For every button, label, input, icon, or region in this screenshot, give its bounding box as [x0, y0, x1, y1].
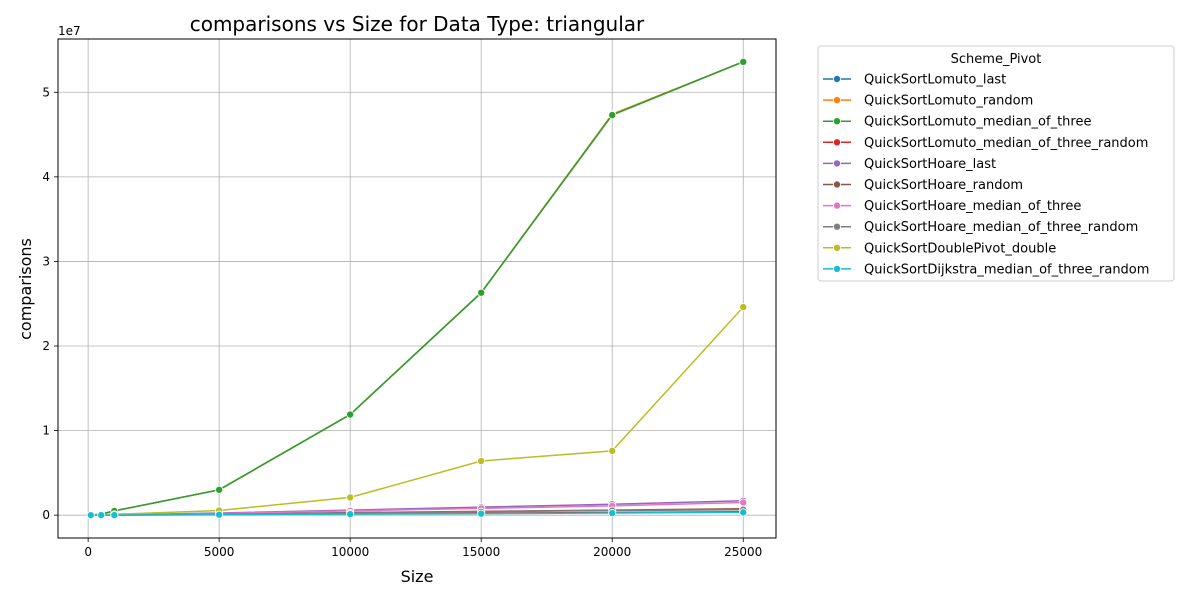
- legend-marker: [833, 222, 842, 231]
- legend-marker: [833, 96, 842, 105]
- data-point: [739, 498, 748, 507]
- legend-label: QuickSortLomuto_random: [864, 94, 1033, 109]
- series-line: [90, 306, 744, 516]
- y-tick-label: 4: [42, 170, 50, 184]
- legend: Scheme_Pivot QuickSortLomuto_lastQuickSo…: [817, 45, 1175, 282]
- legend-label: QuickSortHoare_median_of_three_random: [864, 220, 1138, 235]
- data-point: [477, 509, 486, 518]
- series-layer: [86, 57, 748, 520]
- legend-item: QuickSortDijkstra_median_of_three_random: [823, 262, 1149, 277]
- data-point: [346, 493, 355, 502]
- grid: [58, 39, 776, 538]
- data-point: [86, 511, 95, 520]
- legend-marker: [833, 138, 842, 147]
- legend-item: QuickSortLomuto_random: [823, 94, 1033, 109]
- x-axis-ticks: 0 5000 10000 15000 20000 25000: [84, 538, 762, 559]
- x-tick-label: 5000: [204, 545, 235, 559]
- data-point: [477, 457, 486, 466]
- x-tick-label: 20000: [593, 545, 631, 559]
- legend-label: QuickSortLomuto_last: [864, 73, 1006, 88]
- legend-box: [817, 45, 1175, 282]
- legend-label: QuickSortHoare_last: [864, 157, 996, 172]
- data-point: [110, 511, 119, 520]
- x-tick-label: 10000: [331, 545, 369, 559]
- legend-item: QuickSortDoublePivot_double: [823, 241, 1056, 256]
- x-tick-label: 0: [84, 545, 92, 559]
- y-axis-ticks: 0 1 2 3 4 5: [42, 85, 58, 522]
- x-tick-label: 15000: [462, 545, 500, 559]
- legend-item: QuickSortLomuto_last: [823, 73, 1006, 88]
- y-tick-label: 1: [42, 424, 50, 438]
- y-tick-label: 3: [42, 254, 50, 268]
- data-point: [97, 511, 106, 520]
- y-tick-label: 2: [42, 339, 50, 353]
- y-tick-label: 0: [42, 508, 50, 522]
- legend-marker: [833, 201, 842, 210]
- data-point: [739, 508, 748, 517]
- legend-label: QuickSortDoublePivot_double: [864, 241, 1056, 256]
- legend-item: QuickSortHoare_last: [823, 157, 996, 172]
- chart-title: comparisons vs Size for Data Type: trian…: [190, 12, 645, 36]
- legend-items: QuickSortLomuto_last QuickSortLomuto_rand…: [823, 73, 1149, 277]
- series-QuickSortLomuto_random: [86, 57, 748, 520]
- data-point: [346, 410, 355, 419]
- legend-marker: [833, 75, 842, 84]
- legend-item: QuickSortLomuto_median_of_three_random: [823, 136, 1148, 151]
- data-point: [477, 288, 486, 297]
- series-QuickSortLomuto_median_of_three: [86, 57, 748, 520]
- data-point: [215, 485, 224, 494]
- legend-label: QuickSortDijkstra_median_of_three_random: [864, 262, 1149, 277]
- x-tick-label: 25000: [724, 545, 762, 559]
- series-QuickSortLomuto_last: [86, 57, 748, 520]
- legend-item: QuickSortHoare_median_of_three_random: [823, 220, 1138, 235]
- legend-marker: [833, 159, 842, 168]
- series-line: [90, 61, 744, 516]
- legend-label: QuickSortHoare_random: [864, 178, 1023, 193]
- x-axis-label: Size: [401, 567, 434, 586]
- legend-label: QuickSortLomuto_median_of_three: [864, 115, 1091, 130]
- legend-label: QuickSortHoare_median_of_three: [864, 199, 1081, 214]
- data-point: [739, 57, 748, 66]
- data-point: [215, 510, 224, 519]
- series-QuickSortDoublePivot_double: [86, 303, 748, 520]
- series-line: [90, 61, 744, 516]
- legend-marker: [833, 243, 842, 252]
- legend-item: QuickSortHoare_random: [823, 178, 1023, 193]
- series-line: [90, 61, 744, 516]
- y-offset-label: 1e7: [58, 24, 81, 38]
- legend-item: QuickSortLomuto_median_of_three: [823, 115, 1091, 130]
- legend-label: QuickSortLomuto_median_of_three_random: [864, 136, 1148, 151]
- legend-item: QuickSortHoare_median_of_three: [823, 199, 1081, 214]
- legend-title: Scheme_Pivot: [951, 52, 1042, 67]
- legend-marker: [833, 264, 842, 273]
- y-axis-label: comparisons: [16, 238, 35, 340]
- series-QuickSortDijkstra_median_of_three_random: [86, 508, 748, 520]
- plot-area-frame: [57, 38, 777, 539]
- data-point: [739, 303, 748, 312]
- y-tick-label: 5: [42, 85, 50, 99]
- legend-marker: [833, 180, 842, 189]
- data-point: [608, 509, 617, 518]
- data-point: [608, 446, 617, 455]
- data-point: [346, 510, 355, 519]
- legend-marker: [833, 117, 842, 126]
- data-point: [608, 111, 617, 120]
